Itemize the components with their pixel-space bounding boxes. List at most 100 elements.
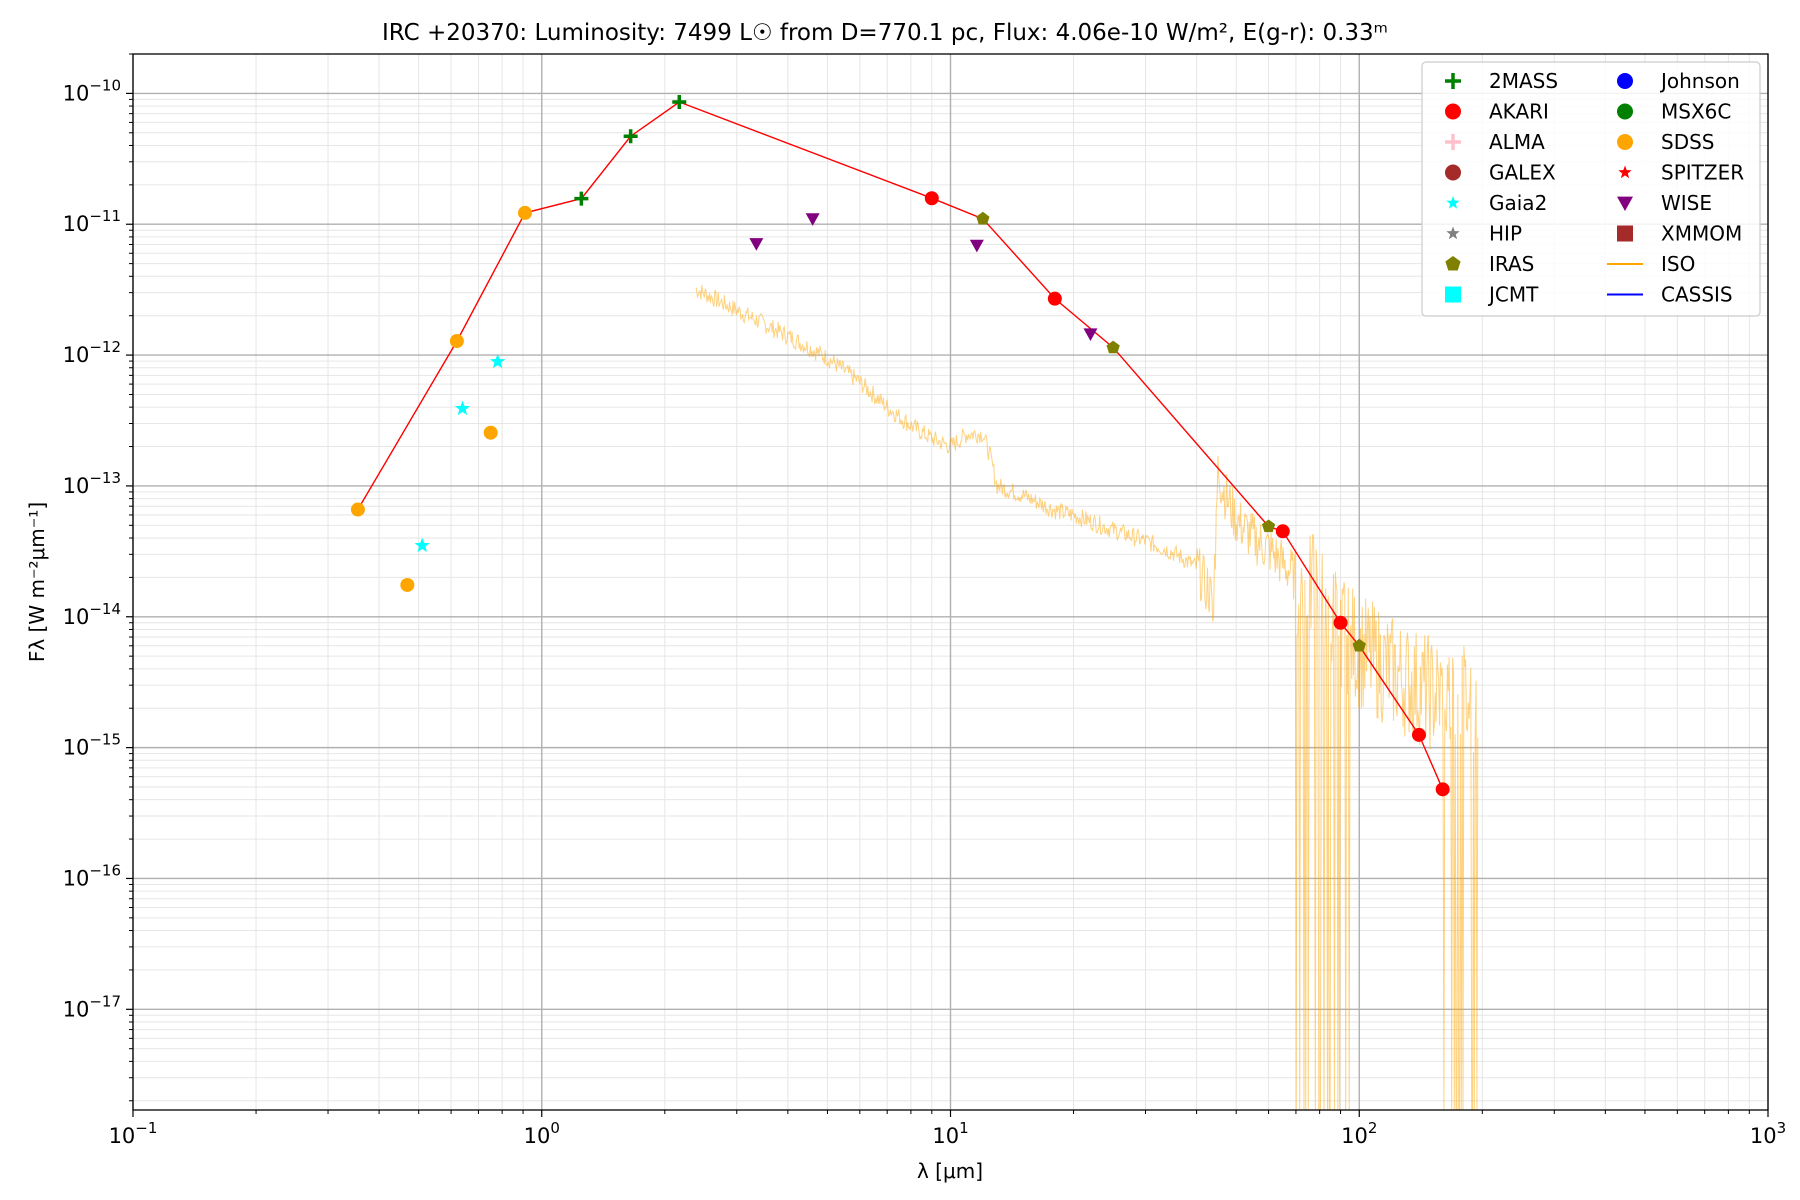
legend-marker-wise-shape (1617, 196, 1633, 211)
marker-akari (1047, 291, 1062, 306)
marker-akari-shape (1047, 291, 1062, 306)
x-tick-base: 10 (1341, 1124, 1368, 1148)
x-tick-exponent: 3 (1777, 1119, 1787, 1137)
marker-2mass (672, 94, 687, 109)
marker-sdss (483, 425, 498, 440)
x-tick-label: 102 (1341, 1119, 1377, 1148)
marker-2mass-shape (574, 191, 589, 206)
legend-marker-spitzer (1618, 165, 1632, 179)
marker-iras-shape (1352, 638, 1366, 652)
marker-gaia2 (414, 537, 430, 553)
marker-sdss-shape (518, 205, 533, 220)
marker-sdss-shape (483, 425, 498, 440)
x-tick-exponent: −1 (135, 1119, 157, 1137)
legend-label-2mass: 2MASS (1489, 69, 1558, 93)
y-tick-base: 10 (63, 212, 90, 236)
legend-marker-galex-shape (1445, 164, 1461, 181)
marker-wise (1083, 328, 1098, 341)
x-axis-title: λ [μm] (917, 1159, 983, 1183)
legend-marker-iras (1445, 256, 1461, 271)
marker-2mass (623, 129, 638, 144)
legend-label-cassis: CASSIS (1661, 283, 1733, 307)
x-tick-label: 101 (932, 1119, 968, 1148)
y-axis-title: Fλ [W m⁻²μm⁻¹] (25, 502, 49, 662)
y-tick-label: 10−14 (63, 600, 121, 629)
marker-sdss (518, 205, 533, 220)
data-markers (350, 94, 1450, 797)
legend-marker-alma-shape (1445, 134, 1461, 150)
legend-marker-wise (1617, 196, 1633, 211)
marker-akari (1435, 782, 1450, 797)
x-tick-exponent: 2 (1368, 1119, 1378, 1137)
legend-marker-galex (1445, 164, 1461, 181)
y-tick-base: 10 (63, 997, 90, 1021)
legend-marker-jcmt-shape (1445, 286, 1461, 303)
legend-label-iras: IRAS (1489, 252, 1534, 276)
legend-marker-msx6c-shape (1617, 103, 1633, 120)
marker-akari-shape (1411, 727, 1426, 742)
marker-gaia2-shape (414, 537, 430, 553)
marker-sdss (449, 334, 464, 349)
y-tick-label: 10−15 (63, 731, 121, 760)
y-tick-exponent: −14 (89, 600, 121, 618)
x-tick-label: 103 (1750, 1119, 1786, 1148)
marker-gaia2-shape (490, 353, 506, 369)
legend-marker-sdss-shape (1617, 134, 1633, 150)
marker-akari (1411, 727, 1426, 742)
marker-wise-shape (749, 238, 764, 251)
marker-sdss-shape (350, 502, 365, 517)
iso-spectrum-line (695, 285, 1479, 1111)
legend-marker-gaia2-shape (1446, 196, 1460, 209)
legend-box (1421, 61, 1761, 317)
y-tick-label: 10−17 (63, 992, 121, 1021)
legend: 2MASS AKARI ALMA GALEX Gaia2 HIP IRAS JCMT Johns… (1421, 61, 1761, 317)
marker-2mass (574, 191, 589, 206)
legend-marker-akari (1445, 103, 1461, 120)
y-tick-exponent: −13 (89, 469, 121, 487)
x-tick-exponent: 0 (550, 1119, 560, 1137)
legend-marker-sdss (1617, 134, 1633, 150)
marker-gaia2 (490, 353, 506, 369)
marker-wise (969, 239, 984, 253)
marker-wise (749, 238, 764, 251)
legend-marker-alma (1445, 134, 1461, 150)
legend-marker-jcmt (1445, 286, 1461, 303)
legend-label-galex: GALEX (1489, 161, 1556, 185)
sed-polyline (357, 101, 1444, 790)
y-tick-exponent: −12 (89, 338, 121, 356)
legend-label-alma: ALMA (1489, 130, 1545, 154)
chart-title: IRC +20370: Luminosity: 7499 L☉ from D=7… (382, 20, 1388, 46)
legend-marker-msx6c (1617, 103, 1633, 120)
marker-sdss-shape (400, 577, 415, 592)
legend-label-akari: AKARI (1489, 100, 1549, 124)
legend-label-msx6c: MSX6C (1661, 100, 1731, 124)
marker-wise-shape (1083, 328, 1098, 341)
legend-marker-gaia2 (1446, 196, 1460, 209)
marker-gaia2 (454, 400, 471, 416)
marker-iras-shape (976, 211, 990, 225)
y-tick-base: 10 (63, 605, 90, 629)
marker-akari-shape (924, 191, 939, 206)
marker-gaia2-shape (454, 400, 471, 416)
marker-iras (1352, 638, 1366, 652)
legend-label-iso: ISO (1661, 252, 1695, 276)
y-tick-label: 10−13 (63, 469, 121, 498)
y-tick-base: 10 (63, 474, 90, 498)
axis-ticks: 10−1 100 101 102 10310−1710−1610−1510−1410−1… (63, 53, 1786, 1148)
x-tick-exponent: 1 (959, 1119, 969, 1137)
x-tick-label: 10−1 (109, 1119, 158, 1148)
iso-spectrum (695, 285, 1479, 1111)
marker-iras (976, 211, 990, 225)
legend-label-gaia2: Gaia2 (1489, 191, 1547, 215)
marker-iras-shape (1106, 340, 1120, 354)
marker-wise (805, 213, 820, 226)
legend-label-jcmt: JCMT (1487, 283, 1539, 307)
marker-2mass-shape (623, 129, 638, 144)
x-tick-base: 10 (524, 1124, 551, 1148)
marker-iras-shape (1261, 519, 1276, 533)
y-tick-exponent: −10 (89, 76, 121, 94)
y-tick-label: 10−12 (63, 338, 121, 367)
marker-iras (1106, 340, 1120, 354)
y-tick-base: 10 (63, 736, 90, 760)
marker-akari-shape (1333, 615, 1348, 630)
